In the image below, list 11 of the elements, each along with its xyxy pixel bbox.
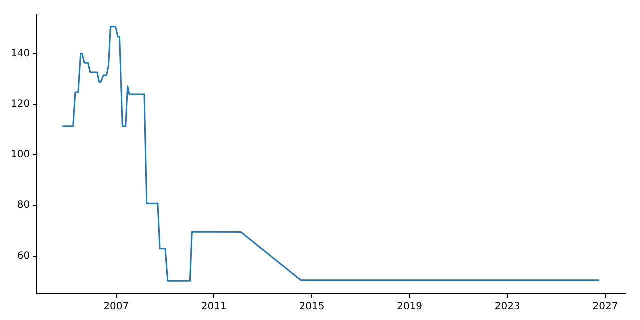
x-tick-label: 2023	[494, 302, 520, 313]
x-tick-label: 2027	[592, 302, 618, 313]
x-tick-label: 2007	[104, 302, 130, 313]
y-tick-label: 80	[17, 200, 30, 212]
x-tick-label: 2015	[299, 302, 325, 313]
y-tick-label: 140	[10, 48, 30, 60]
x-tick-label: 2019	[397, 302, 423, 313]
y-tick-label: 100	[10, 150, 30, 161]
y-tick-label: 60	[17, 250, 30, 262]
y-tick-label: 120	[10, 98, 30, 110]
x-tick-label: 2011	[201, 302, 227, 313]
